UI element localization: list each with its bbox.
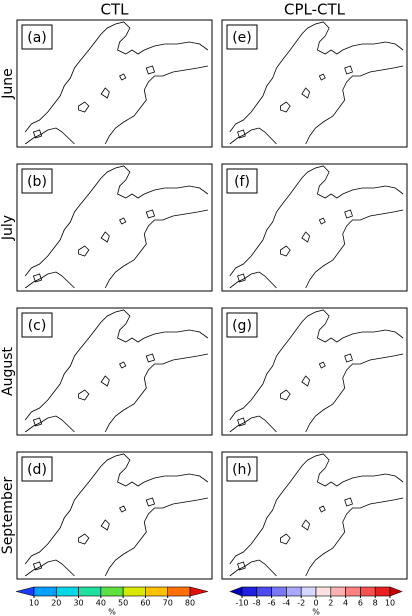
colorbar-cell (55, 586, 79, 597)
row-label: July (0, 215, 16, 241)
colorbar-tick-label: 70 (163, 599, 173, 608)
colorbar-cell (167, 586, 191, 597)
colorbar-tick-label: -8 (253, 599, 261, 608)
colorbar-tick-label: 20 (51, 599, 61, 608)
column-title: CTL (101, 1, 130, 19)
colorbar-tick-label: 4 (343, 599, 348, 608)
colorbar-tick-label: 2 (328, 599, 333, 608)
panel-label: (c) (28, 318, 47, 334)
colorbar-tick-label: 6 (358, 599, 363, 608)
panel-label-box (21, 456, 53, 482)
colorbar-cell (345, 586, 361, 597)
colorbar-cell (145, 586, 169, 597)
panel-label: (a) (27, 30, 47, 46)
colorbar-cell (271, 586, 287, 597)
row-label: September (0, 477, 16, 555)
colorbar-tick-label: -10 (235, 599, 248, 608)
column-title: CPL-CTL (284, 1, 346, 19)
colorbar-end (189, 586, 208, 597)
panel-label: (h) (232, 462, 252, 478)
panel-label: (b) (27, 174, 47, 190)
colorbar-unit: % (108, 608, 116, 616)
colorbar-unit: % (312, 608, 320, 616)
row-label: August (0, 346, 16, 396)
panel-label: (e) (232, 30, 252, 46)
colorbar-tick-label: 80 (185, 599, 195, 608)
colorbar-tick-label: 60 (140, 599, 150, 608)
colorbar-cell (78, 586, 102, 597)
colorbar-cell (33, 586, 57, 597)
colorbar-end (229, 586, 243, 597)
colorbar-tick-label: 50 (118, 599, 128, 608)
colorbar-cell (360, 586, 376, 597)
colorbar-tick-label: -6 (268, 599, 276, 608)
colorbar-cell (315, 586, 332, 597)
panel-label: (g) (232, 318, 252, 334)
colorbar-tick-label: 40 (96, 599, 106, 608)
colorbar-tick-label: -2 (297, 599, 305, 608)
colorbar-cell (256, 586, 272, 597)
colorbar-tick-label: 8 (373, 599, 378, 608)
panel-label-box (21, 312, 53, 338)
panel-label-box (226, 24, 258, 50)
colorbar-cell (241, 586, 258, 597)
colorbar-cell (286, 586, 302, 597)
colorbar-cell (122, 586, 146, 597)
panel-label-box (226, 456, 258, 482)
colorbar-end (16, 586, 35, 597)
panel-label-box (21, 168, 53, 194)
panel-label-box (226, 312, 258, 338)
row-label: June (0, 68, 16, 100)
colorbar-tick-label: 10 (29, 599, 39, 608)
colorbar-tick-label: 10 (385, 599, 395, 608)
colorbar-tick-label: 30 (73, 599, 83, 608)
panel-label: (f) (234, 174, 250, 190)
panel-label-box (21, 24, 53, 50)
panel-label-box (226, 168, 258, 194)
panel-label: (d) (27, 462, 47, 478)
colorbar-tick-label: 0 (313, 599, 318, 608)
colorbar-cell (330, 586, 346, 597)
colorbar-end (389, 586, 403, 597)
colorbar-cell (374, 586, 391, 597)
colorbar-tick-label: -4 (282, 599, 290, 608)
colorbar-cell (100, 586, 124, 597)
colorbar-cell (300, 586, 317, 597)
